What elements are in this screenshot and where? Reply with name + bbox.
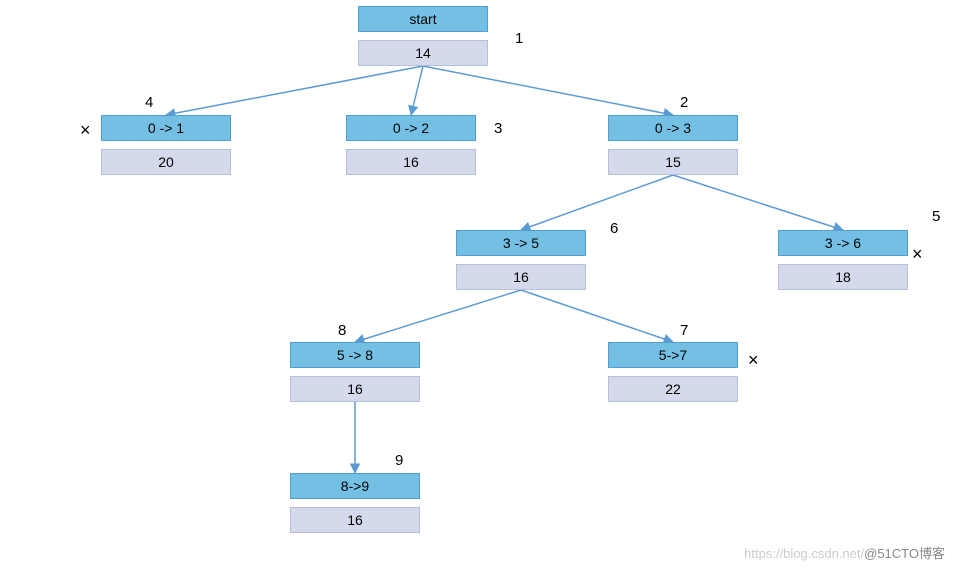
cross-icon: ×	[912, 244, 923, 265]
tree-node: 5->7 22	[608, 342, 738, 402]
node-gap	[358, 32, 488, 40]
tree-node: start 14	[358, 6, 488, 66]
node-gap	[346, 141, 476, 149]
node-state-label: 5 -> 8	[290, 342, 420, 368]
order-label: 4	[145, 94, 153, 111]
node-value-label: 16	[290, 376, 420, 402]
node-gap	[608, 141, 738, 149]
tree-edge	[423, 66, 673, 115]
order-label: 9	[395, 452, 403, 469]
node-value-label: 14	[358, 40, 488, 66]
node-gap	[778, 256, 908, 264]
order-label: 6	[610, 220, 618, 237]
node-gap	[290, 368, 420, 376]
node-state-label: 0 -> 1	[101, 115, 231, 141]
tree-node: 0 -> 1 20	[101, 115, 231, 175]
node-state-label: 0 -> 2	[346, 115, 476, 141]
tree-node: 8->9 16	[290, 473, 420, 533]
tree-node: 0 -> 2 16	[346, 115, 476, 175]
node-state-label: 0 -> 3	[608, 115, 738, 141]
node-state-label: 8->9	[290, 473, 420, 499]
tree-edge	[673, 175, 843, 230]
tree-edge	[166, 66, 423, 115]
node-state-label: start	[358, 6, 488, 32]
cross-icon: ×	[80, 120, 91, 141]
watermark: https://blog.csdn.net/@51CTO博客	[744, 543, 945, 562]
node-gap	[290, 499, 420, 507]
node-gap	[608, 368, 738, 376]
node-value-label: 16	[346, 149, 476, 175]
watermark-faint: https://blog.csdn.net/	[744, 546, 864, 561]
watermark-dark: @51CTO博客	[864, 546, 945, 561]
tree-node: 5 -> 8 16	[290, 342, 420, 402]
tree-node: 3 -> 5 16	[456, 230, 586, 290]
node-value-label: 20	[101, 149, 231, 175]
node-value-label: 16	[456, 264, 586, 290]
order-label: 7	[680, 322, 688, 339]
node-value-label: 16	[290, 507, 420, 533]
node-value-label: 18	[778, 264, 908, 290]
node-state-label: 3 -> 5	[456, 230, 586, 256]
node-state-label: 5->7	[608, 342, 738, 368]
tree-edge	[355, 290, 521, 342]
order-label: 1	[515, 30, 523, 47]
tree-edge	[411, 66, 423, 115]
cross-icon: ×	[748, 350, 759, 371]
order-label: 3	[494, 120, 502, 137]
node-value-label: 15	[608, 149, 738, 175]
node-value-label: 22	[608, 376, 738, 402]
node-state-label: 3 -> 6	[778, 230, 908, 256]
node-gap	[456, 256, 586, 264]
order-label: 2	[680, 94, 688, 111]
tree-node: 0 -> 3 15	[608, 115, 738, 175]
order-label: 5	[932, 208, 940, 225]
tree-edge	[521, 290, 673, 342]
tree-node: 3 -> 6 18	[778, 230, 908, 290]
order-label: 8	[338, 322, 346, 339]
tree-edge	[521, 175, 673, 230]
node-gap	[101, 141, 231, 149]
